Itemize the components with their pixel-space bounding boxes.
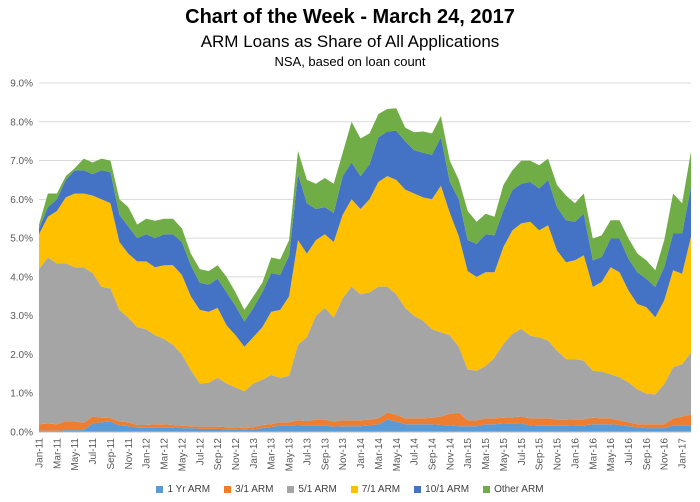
area-series-5-1-arm xyxy=(39,257,691,429)
x-tick-label: May-15 xyxy=(499,438,510,472)
area-series-other-arm xyxy=(39,108,691,322)
x-tick-label: Nov-11 xyxy=(124,438,135,470)
x-tick-label: Mar-14 xyxy=(374,438,385,470)
x-tick-label: Jul-13 xyxy=(302,438,313,466)
legend-swatch xyxy=(287,486,295,493)
chart-subtitle: ARM Loans as Share of All Applications xyxy=(200,32,500,51)
legend-item: 7/1 ARM xyxy=(350,484,401,495)
y-tick-label: 1.0% xyxy=(10,389,33,400)
legend-swatch xyxy=(224,486,232,493)
x-tick-label: Nov-16 xyxy=(660,438,671,471)
x-tick-label: May-13 xyxy=(285,438,296,472)
legend-item: 3/1 ARM xyxy=(224,484,273,495)
x-tick-label: Mar-16 xyxy=(588,438,599,470)
y-tick-label: 4.0% xyxy=(10,272,33,283)
legend-label: 3/1 ARM xyxy=(235,484,274,495)
x-tick-label: Sep-14 xyxy=(427,438,438,471)
x-tick-label: Jan-14 xyxy=(356,438,367,469)
area-series-7-1-arm xyxy=(39,176,691,395)
legend-item: Other ARM xyxy=(483,484,544,495)
x-tick-label: Nov-15 xyxy=(553,438,564,471)
x-tick-label: Jan-12 xyxy=(142,438,153,469)
x-tick-label: Jan-16 xyxy=(570,438,581,469)
x-tick-label: Jul-12 xyxy=(195,438,206,466)
x-tick-label: Nov-13 xyxy=(338,438,349,471)
x-tick-label: Sep-12 xyxy=(213,438,224,471)
legend: 1 Yr ARM 3/1 ARM 5/1 ARM 7/1 ARM 10/1 ARM Oth… xyxy=(0,484,700,495)
x-tick-label: Jan-17 xyxy=(678,438,689,469)
x-tick-label: Jul-15 xyxy=(517,438,528,466)
x-tick-label: May-11 xyxy=(70,438,81,471)
y-tick-label: 3.0% xyxy=(10,311,33,322)
x-tick-label: Jul-11 xyxy=(88,438,99,465)
y-tick-label: 8.0% xyxy=(10,117,33,128)
x-tick-label: Jul-16 xyxy=(624,438,635,466)
y-tick-label: 6.0% xyxy=(10,195,33,206)
y-tick-label: 0.0% xyxy=(10,428,33,439)
chart-title: Chart of the Week - March 24, 2017 xyxy=(185,6,515,28)
x-tick-label: Mar-11 xyxy=(52,438,63,469)
chart-note: NSA, based on loan count xyxy=(274,54,426,69)
x-tick-label: May-12 xyxy=(177,438,188,472)
legend-item: 5/1 ARM xyxy=(287,484,337,495)
y-tick-label: 5.0% xyxy=(10,234,33,245)
x-tick-label: Jan-11 xyxy=(35,438,46,468)
legend-swatch xyxy=(483,486,491,493)
legend-label: 7/1 ARM xyxy=(361,484,401,495)
x-tick-label: Jan-13 xyxy=(249,438,260,469)
legend-label: 1 Yr ARM xyxy=(167,484,211,495)
x-tick-label: Jul-14 xyxy=(410,438,421,466)
x-tick-label: Sep-11 xyxy=(106,438,117,470)
legend-swatch xyxy=(350,486,358,493)
x-tick-label: Sep-15 xyxy=(535,438,546,471)
x-tick-label: Nov-12 xyxy=(231,438,242,471)
x-tick-label: Jan-15 xyxy=(463,438,474,469)
x-tick-label: Mar-15 xyxy=(481,438,492,470)
x-tick-label: May-16 xyxy=(606,438,617,472)
legend-swatch xyxy=(156,486,164,493)
x-tick-label: Sep-13 xyxy=(320,438,331,471)
x-tick-label: Nov-14 xyxy=(445,438,456,471)
y-tick-label: 9.0% xyxy=(10,79,33,90)
legend-label: 10/1 ARM xyxy=(425,484,470,495)
x-tick-label: Mar-13 xyxy=(267,438,278,470)
legend-label: Other ARM xyxy=(494,484,544,495)
area-series-10-1-arm xyxy=(39,130,691,347)
y-tick-label: 2.0% xyxy=(10,350,33,361)
x-tick-label: Sep-16 xyxy=(642,438,653,471)
area-series-3-1-arm xyxy=(39,412,691,431)
legend-item: 10/1 ARM xyxy=(414,484,469,495)
legend-swatch xyxy=(414,486,422,493)
x-tick-label: Mar-12 xyxy=(160,438,171,470)
legend-item: 1 Yr ARM xyxy=(156,484,210,495)
x-tick-label: May-14 xyxy=(392,438,403,472)
legend-label: 5/1 ARM xyxy=(298,484,337,495)
y-tick-label: 7.0% xyxy=(10,156,33,167)
